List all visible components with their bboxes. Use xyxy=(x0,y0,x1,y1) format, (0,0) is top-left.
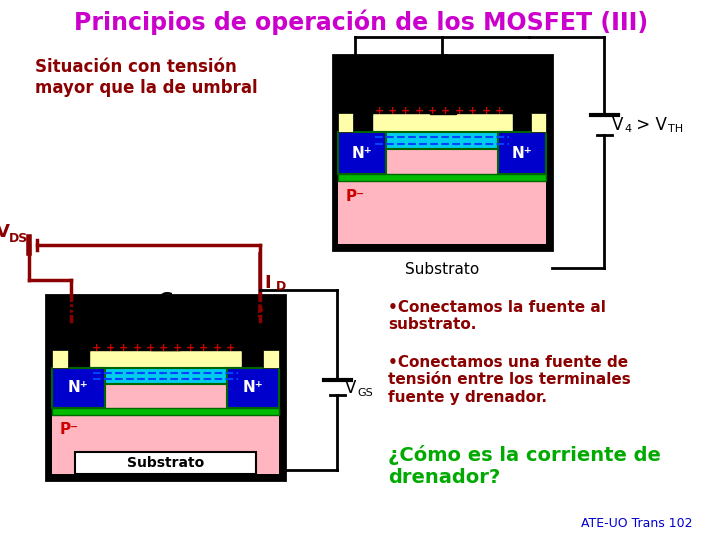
Bar xyxy=(263,350,279,368)
Text: +: + xyxy=(401,106,410,116)
Text: D: D xyxy=(253,301,268,319)
Text: Situación con tensión
mayor que la de umbral: Situación con tensión mayor que la de um… xyxy=(35,58,258,97)
Bar xyxy=(52,372,279,474)
Text: TH: TH xyxy=(668,124,683,134)
Bar xyxy=(512,83,546,113)
Text: S: S xyxy=(65,301,78,319)
Text: P⁻: P⁻ xyxy=(346,189,365,204)
Bar xyxy=(338,83,372,113)
Text: 4: 4 xyxy=(624,124,631,134)
Text: V: V xyxy=(612,116,624,134)
Text: V: V xyxy=(0,223,10,241)
Bar xyxy=(531,113,546,132)
Bar xyxy=(52,350,68,368)
Text: D: D xyxy=(521,63,536,81)
Text: +: + xyxy=(212,343,222,353)
Text: P⁻: P⁻ xyxy=(60,422,79,437)
Text: > V: > V xyxy=(631,116,667,134)
Bar xyxy=(52,321,90,350)
Text: +: + xyxy=(173,343,181,353)
Bar xyxy=(338,136,546,244)
Text: +: + xyxy=(374,106,384,116)
Text: I: I xyxy=(265,274,271,292)
Bar xyxy=(430,74,456,114)
Text: G: G xyxy=(435,53,449,71)
Bar xyxy=(75,452,256,474)
Bar xyxy=(372,132,513,149)
Text: Principios de operación de los MOSFET (III): Principios de operación de los MOSFET (I… xyxy=(74,9,648,35)
Text: N⁺: N⁺ xyxy=(243,381,264,395)
Text: +: + xyxy=(482,106,490,116)
Text: +: + xyxy=(495,106,504,116)
Text: Substrato: Substrato xyxy=(405,262,480,277)
Bar xyxy=(151,312,180,350)
Text: +: + xyxy=(226,343,235,353)
Text: +: + xyxy=(388,106,397,116)
Text: +: + xyxy=(468,106,477,116)
Text: N⁺: N⁺ xyxy=(351,145,372,160)
Bar xyxy=(333,55,552,250)
Bar xyxy=(46,295,285,480)
Text: G: G xyxy=(158,291,173,309)
Text: N⁺: N⁺ xyxy=(68,381,89,395)
Text: Substrato: Substrato xyxy=(127,456,204,470)
Text: +: + xyxy=(455,106,464,116)
Text: +: + xyxy=(186,343,195,353)
Text: D: D xyxy=(276,280,287,294)
Bar xyxy=(498,132,546,174)
Bar xyxy=(52,368,104,408)
Bar xyxy=(89,368,242,384)
Text: +: + xyxy=(132,343,142,353)
Bar xyxy=(338,132,386,174)
Bar xyxy=(52,408,279,415)
Bar xyxy=(372,113,513,132)
Text: S: S xyxy=(349,63,362,81)
Bar xyxy=(338,113,354,132)
Text: N⁺: N⁺ xyxy=(512,145,533,160)
Bar xyxy=(338,174,546,181)
Text: DS: DS xyxy=(9,232,29,245)
Text: +: + xyxy=(92,343,102,353)
Text: •Conectamos una fuente de
tensión entre los terminales
fuente y drenador.: •Conectamos una fuente de tensión entre … xyxy=(388,355,631,405)
Text: +: + xyxy=(159,343,168,353)
Text: +: + xyxy=(199,343,208,353)
Text: GS: GS xyxy=(357,388,373,398)
Bar xyxy=(241,321,279,350)
Text: +: + xyxy=(119,343,128,353)
Text: +: + xyxy=(415,106,424,116)
Bar xyxy=(89,350,242,368)
Text: +: + xyxy=(145,343,155,353)
Text: +: + xyxy=(441,106,451,116)
Text: +: + xyxy=(106,343,115,353)
Bar xyxy=(227,368,279,408)
Text: ATE-UO Trans 102: ATE-UO Trans 102 xyxy=(582,517,693,530)
Text: V: V xyxy=(345,379,356,397)
Text: •Conectamos la fuente al
substrato.: •Conectamos la fuente al substrato. xyxy=(388,300,606,333)
Text: ¿Cómo es la corriente de
drenador?: ¿Cómo es la corriente de drenador? xyxy=(388,445,661,487)
Text: +: + xyxy=(428,106,437,116)
